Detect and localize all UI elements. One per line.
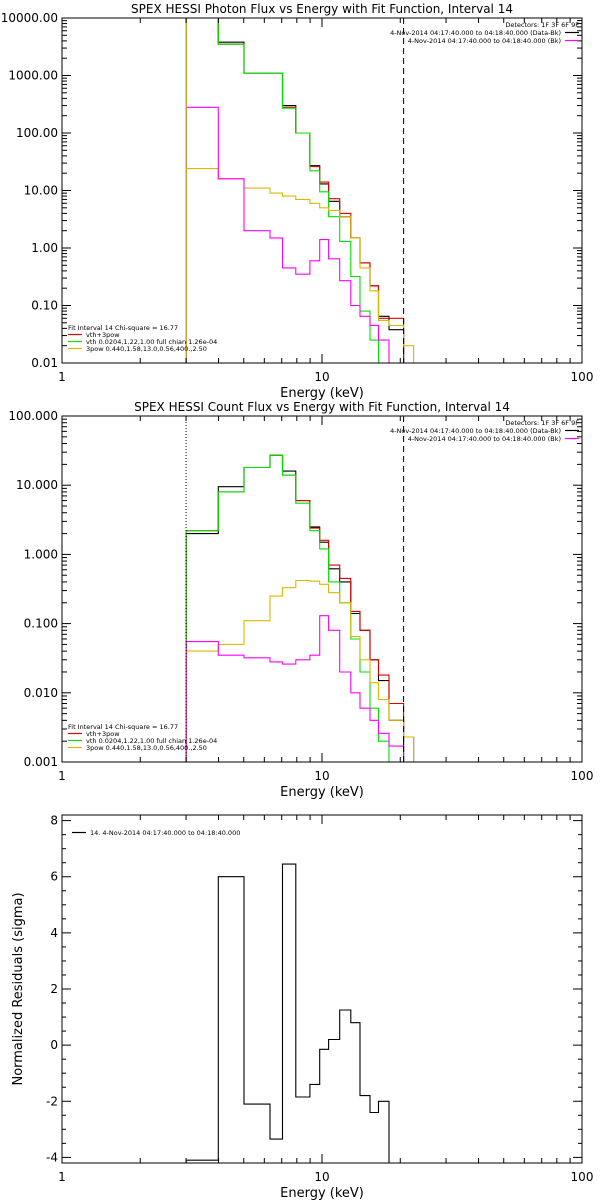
y-tick-label: 2 <box>50 982 58 996</box>
legend-header: Detectors: 1F 3F 6F 9F <box>505 21 579 29</box>
y-tick-label: 6 <box>50 870 58 884</box>
series-group <box>185 18 415 363</box>
y-tick-label: 0.010 <box>24 686 58 700</box>
series-line-5 <box>185 615 405 762</box>
x-tick-label: 1 <box>58 1170 66 1184</box>
legend-entry-label: 3pow 0.440,1.58,13.0,0.56,400.,2.50 <box>86 345 207 353</box>
y-tick-label: 10.000 <box>16 478 58 492</box>
y-tick-label: 0.001 <box>24 755 58 769</box>
legend-header: Fit Interval 14 Chi-square = 16.77 <box>68 723 178 731</box>
chart-panel-1: 1 10 100 0.01 0.10 1.00 10.00 100.00 1000.00 1000… <box>1 2 594 401</box>
series-group <box>185 454 415 762</box>
y-tick-label: 4 <box>50 926 58 940</box>
legend-header: Fit Interval 14 Chi-square = 16.77 <box>68 324 178 332</box>
legend-entry-label: 3pow 0.440,1.58,13.0,0.56,400.,2.50 <box>86 744 207 752</box>
y-tick-label: 0.100 <box>24 617 58 631</box>
series-line-5 <box>185 106 405 363</box>
y-tick-label: 1000.00 <box>8 69 58 83</box>
series-line-2 <box>185 18 415 363</box>
x-tick-label: 1 <box>58 769 66 783</box>
series-line-3 <box>185 18 405 363</box>
x-tick-label: 10 <box>314 370 329 384</box>
plot-frame <box>61 415 583 763</box>
legend-entry-label: 14. 4-Nov-2014 04:17:40.000 to 04:18:40.… <box>90 829 240 837</box>
y-tick-label: -4 <box>46 1150 58 1164</box>
series-line-1 <box>185 863 404 1163</box>
series-line-4 <box>185 168 415 363</box>
y-tick-label: 1.00 <box>31 241 58 255</box>
series-line-1 <box>185 18 415 363</box>
legend-entry-label: vth 0.0204,1.22,1.00 full chian 1.26e-04 <box>86 338 217 346</box>
legend-entry-label: 4-Nov-2014 04:17:40.000 to 04:18:40.000 … <box>408 435 561 443</box>
series-line-4 <box>185 579 415 762</box>
y-axis-label: Normalized Residuals (sigma) <box>11 892 26 1085</box>
legend-entry-label: vth+3pow <box>86 331 120 339</box>
series-group <box>185 863 404 1163</box>
x-axis-label: Energy (keV) <box>280 386 364 401</box>
chart-panel-2: 1 10 100 0.001 0.010 0.100 1.000 10.000 100.000 S… <box>8 400 593 800</box>
y-tick-label: 10.00 <box>24 184 58 198</box>
legend-entry-label: 4-Nov-2014 04:17:40.000 to 04:18:40.000 … <box>390 427 561 435</box>
series-line-3 <box>185 454 405 762</box>
chart-title: SPEX HESSI Photon Flux vs Energy with Fi… <box>131 2 513 16</box>
legend-entry-label: vth+3pow <box>86 730 120 738</box>
legend-header: Detectors: 1F 3F 6F 9F <box>505 419 579 427</box>
y-tick-label: 1.000 <box>24 547 58 561</box>
legend-entry-label: 4-Nov-2014 04:17:40.000 to 04:18:40.000 … <box>390 29 561 37</box>
y-tick-label: 100.000 <box>8 409 58 423</box>
chart-title: SPEX HESSI Count Flux vs Energy with Fit… <box>134 400 510 414</box>
x-axis-label: Energy (keV) <box>280 1186 364 1200</box>
plot-frame <box>61 814 583 1164</box>
x-tick-label: 1 <box>58 370 66 384</box>
legend-entry-label: 4-Nov-2014 04:17:40.000 to 04:18:40.000 … <box>408 37 561 45</box>
y-tick-label: 0 <box>50 1038 58 1052</box>
y-tick-label: -2 <box>46 1094 58 1108</box>
x-tick-label: 100 <box>571 370 594 384</box>
plot-frame <box>61 17 583 364</box>
series-line-2 <box>185 454 415 762</box>
x-tick-label: 10 <box>314 769 329 783</box>
legend-entry-label: vth 0.0204,1.22,1.00 full chian 1.26e-04 <box>86 737 217 745</box>
y-tick-label: 100.00 <box>16 126 58 140</box>
y-tick-label: 8 <box>50 814 58 828</box>
y-tick-label: 0.01 <box>31 356 58 370</box>
y-tick-label: 10000.00 <box>1 11 58 25</box>
x-axis-label: Energy (keV) <box>280 785 364 800</box>
x-tick-label: 100 <box>571 769 594 783</box>
chart-panel-3: 1 10 100 -4 -2 0 2 4 6 8 Energy (keV) Normalized Re… <box>11 814 593 1200</box>
x-tick-label: 10 <box>314 1170 329 1184</box>
x-tick-label: 100 <box>571 1170 594 1184</box>
y-tick-label: 0.10 <box>31 299 58 313</box>
